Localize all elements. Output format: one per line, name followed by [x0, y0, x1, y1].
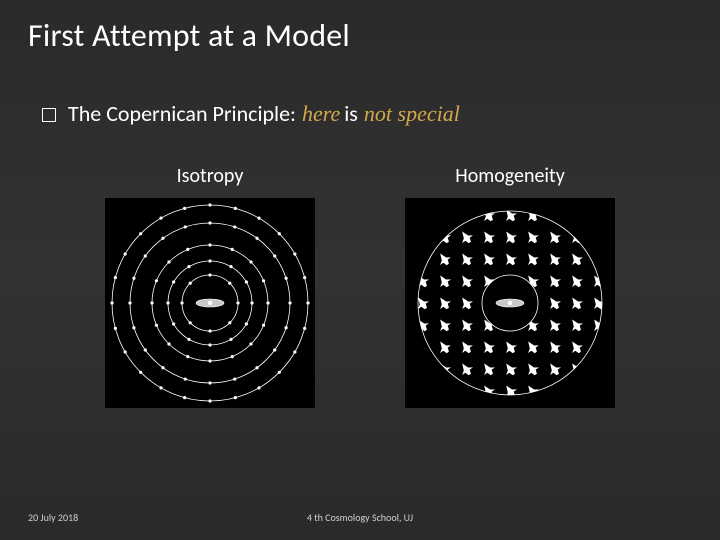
slide-title: First Attempt at a Model: [28, 16, 350, 55]
homogeneity-label: Homogeneity: [455, 164, 565, 188]
panels-row: Isotropy Homogeneity: [0, 164, 720, 408]
homogeneity-svg: [405, 198, 615, 408]
isotropy-svg: [105, 198, 315, 408]
homogeneity-panel: Homogeneity: [405, 164, 615, 408]
bullet-prefix: The Copernican Principle:: [68, 100, 296, 127]
isotropy-panel: Isotropy: [105, 164, 315, 408]
em-here: here: [302, 101, 340, 127]
isotropy-label: Isotropy: [177, 164, 244, 188]
footer-venue: 4 th Cosmology School, UJ: [307, 511, 413, 524]
isotropy-diagram: [105, 198, 315, 408]
copernican-bullet: The Copernican Principle: here is not sp…: [42, 100, 460, 127]
bullet-square-icon: [42, 108, 56, 122]
plain-is: is: [344, 100, 358, 127]
homogeneity-diagram: [405, 198, 615, 408]
footer-date: 20 July 2018: [28, 511, 78, 524]
em-not-special: not special: [364, 101, 460, 127]
